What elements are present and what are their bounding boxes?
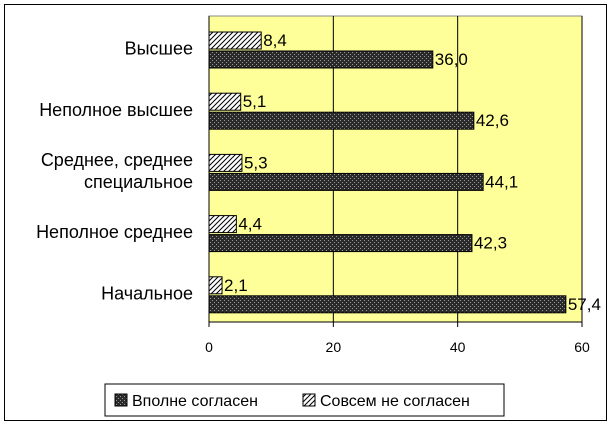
bar-совсем-не-согласен-4 [208,276,223,295]
data-label: 2,1 [224,276,248,295]
legend: Вполне согласен Совсем не согласен [104,383,505,417]
data-label: 5,1 [243,92,267,111]
bar-вполне-согласен-2 [208,172,484,191]
x-tick-label: 0 [205,339,213,355]
legend-box [104,383,505,417]
category-label: Начальное [101,283,193,303]
category-label: Высшее [125,39,193,59]
category-label: Среднее, среднее специальное [41,150,193,192]
data-label: 42,3 [474,234,507,253]
x-tick-label: 40 [450,339,466,355]
data-label: 44,1 [485,172,518,191]
bar-совсем-не-согласен-1 [208,92,242,111]
category-label: Неполное высшее [39,100,193,120]
x-tick-label: 20 [326,339,342,355]
bar-вполне-согласен-4 [208,295,567,314]
x-tick-label: 60 [574,339,590,355]
bar-совсем-не-согласен-0 [208,31,262,50]
bar-совсем-не-согласен-3 [208,215,237,234]
legend-label: Вполне согласен [132,393,258,410]
category-label: Неполное среднее [36,222,193,242]
bar-вполне-согласен-1 [208,111,475,130]
data-label: 36,0 [435,50,468,69]
bar-вполне-согласен-3 [208,234,473,253]
legend-swatch-вполне-согласен [114,393,128,407]
bar-вполне-согласен-0 [208,50,434,69]
data-label: 4,4 [238,215,262,234]
legend-label: Совсем не согласен [320,393,470,410]
bar-совсем-не-согласен-2 [208,153,243,172]
data-label: 8,4 [263,31,287,50]
data-label: 42,6 [476,111,509,130]
data-label: 5,3 [244,153,268,172]
legend-swatch-совсем-не-согласен [302,393,316,407]
data-label: 57,4 [568,295,601,314]
